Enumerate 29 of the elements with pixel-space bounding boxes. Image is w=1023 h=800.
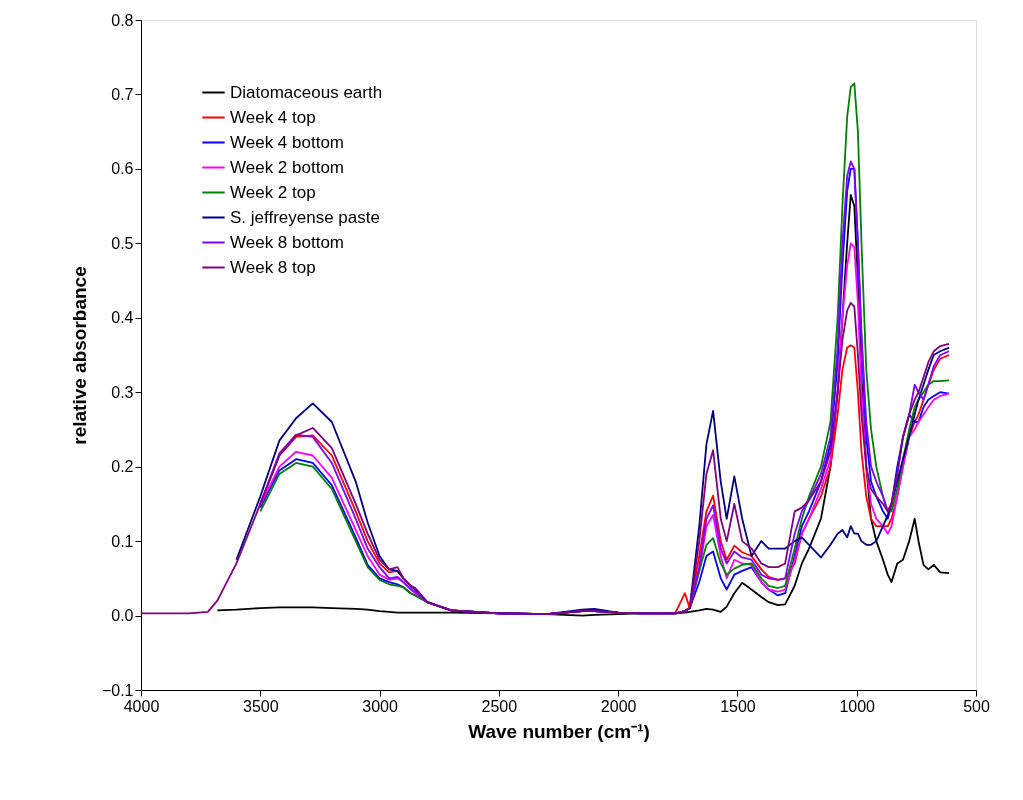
x-tick-label: 3000 bbox=[362, 697, 398, 715]
y-tick-label: 0.4 bbox=[111, 309, 134, 327]
legend-label: S. jeffreyense paste bbox=[230, 207, 380, 227]
x-tick-label: 2000 bbox=[600, 697, 637, 715]
x-tick-label: 500 bbox=[963, 697, 990, 715]
y-tick-label: 0.3 bbox=[111, 383, 134, 401]
legend-label: Week 8 bottom bbox=[230, 232, 345, 252]
x-tick-label: 2500 bbox=[481, 697, 518, 715]
y-tick-label: 0.8 bbox=[111, 11, 134, 29]
legend-label: Week 4 top bbox=[230, 107, 316, 127]
x-tick-label: 1000 bbox=[839, 697, 876, 715]
y-tick-label: 0.5 bbox=[111, 234, 134, 252]
y-tick-label: 0.1 bbox=[111, 532, 134, 550]
legend-label: Week 4 bottom bbox=[230, 132, 345, 152]
y-tick-label: 0.7 bbox=[111, 85, 134, 103]
legend-label: Week 2 bottom bbox=[230, 157, 345, 177]
x-tick-label: 4000 bbox=[123, 697, 160, 715]
y-tick-label: 0.2 bbox=[111, 458, 134, 476]
line-series bbox=[140, 301, 950, 615]
x-tick-label: 3500 bbox=[242, 697, 279, 715]
y-tick-label: 0.6 bbox=[111, 160, 134, 178]
legend-label: Week 2 top bbox=[230, 182, 316, 202]
y-axis-title: relative absorbance bbox=[68, 266, 90, 445]
y-tick-label: 0.0 bbox=[111, 607, 134, 625]
x-tick-label: 1500 bbox=[720, 697, 756, 715]
y-tick-label: −0.1 bbox=[101, 681, 134, 699]
legend-label: Week 8 top bbox=[230, 257, 316, 277]
legend-label: Diatomaceous earth bbox=[230, 82, 383, 102]
x-axis-title: Wave number (cm⁻¹) bbox=[468, 720, 650, 742]
